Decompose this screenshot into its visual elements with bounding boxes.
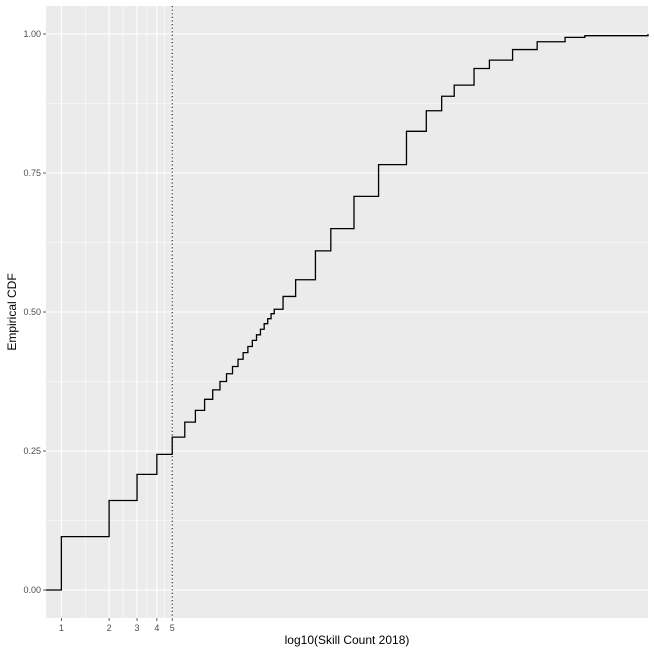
x-tick-label: 2	[107, 623, 112, 633]
x-axis: 1 2 3 4 5	[59, 618, 175, 633]
y-tick-label: 1.00	[23, 29, 41, 39]
x-tick-label: 1	[59, 623, 64, 633]
y-tick-label: 0.00	[23, 585, 41, 595]
y-tick-label: 0.50	[23, 307, 41, 317]
y-axis-title: Empirical CDF	[5, 273, 19, 350]
y-axis: 0.00 0.25 0.50 0.75 1.00	[23, 29, 46, 595]
y-tick-label: 0.75	[23, 168, 41, 178]
ecdf-step-line	[46, 34, 649, 591]
x-tick-label: 4	[154, 623, 159, 633]
y-tick-label: 0.25	[23, 446, 41, 456]
x-tick-label: 3	[135, 623, 140, 633]
x-axis-title: log10(Skill Count 2018)	[285, 633, 410, 647]
x-tick-label: 5	[170, 623, 175, 633]
